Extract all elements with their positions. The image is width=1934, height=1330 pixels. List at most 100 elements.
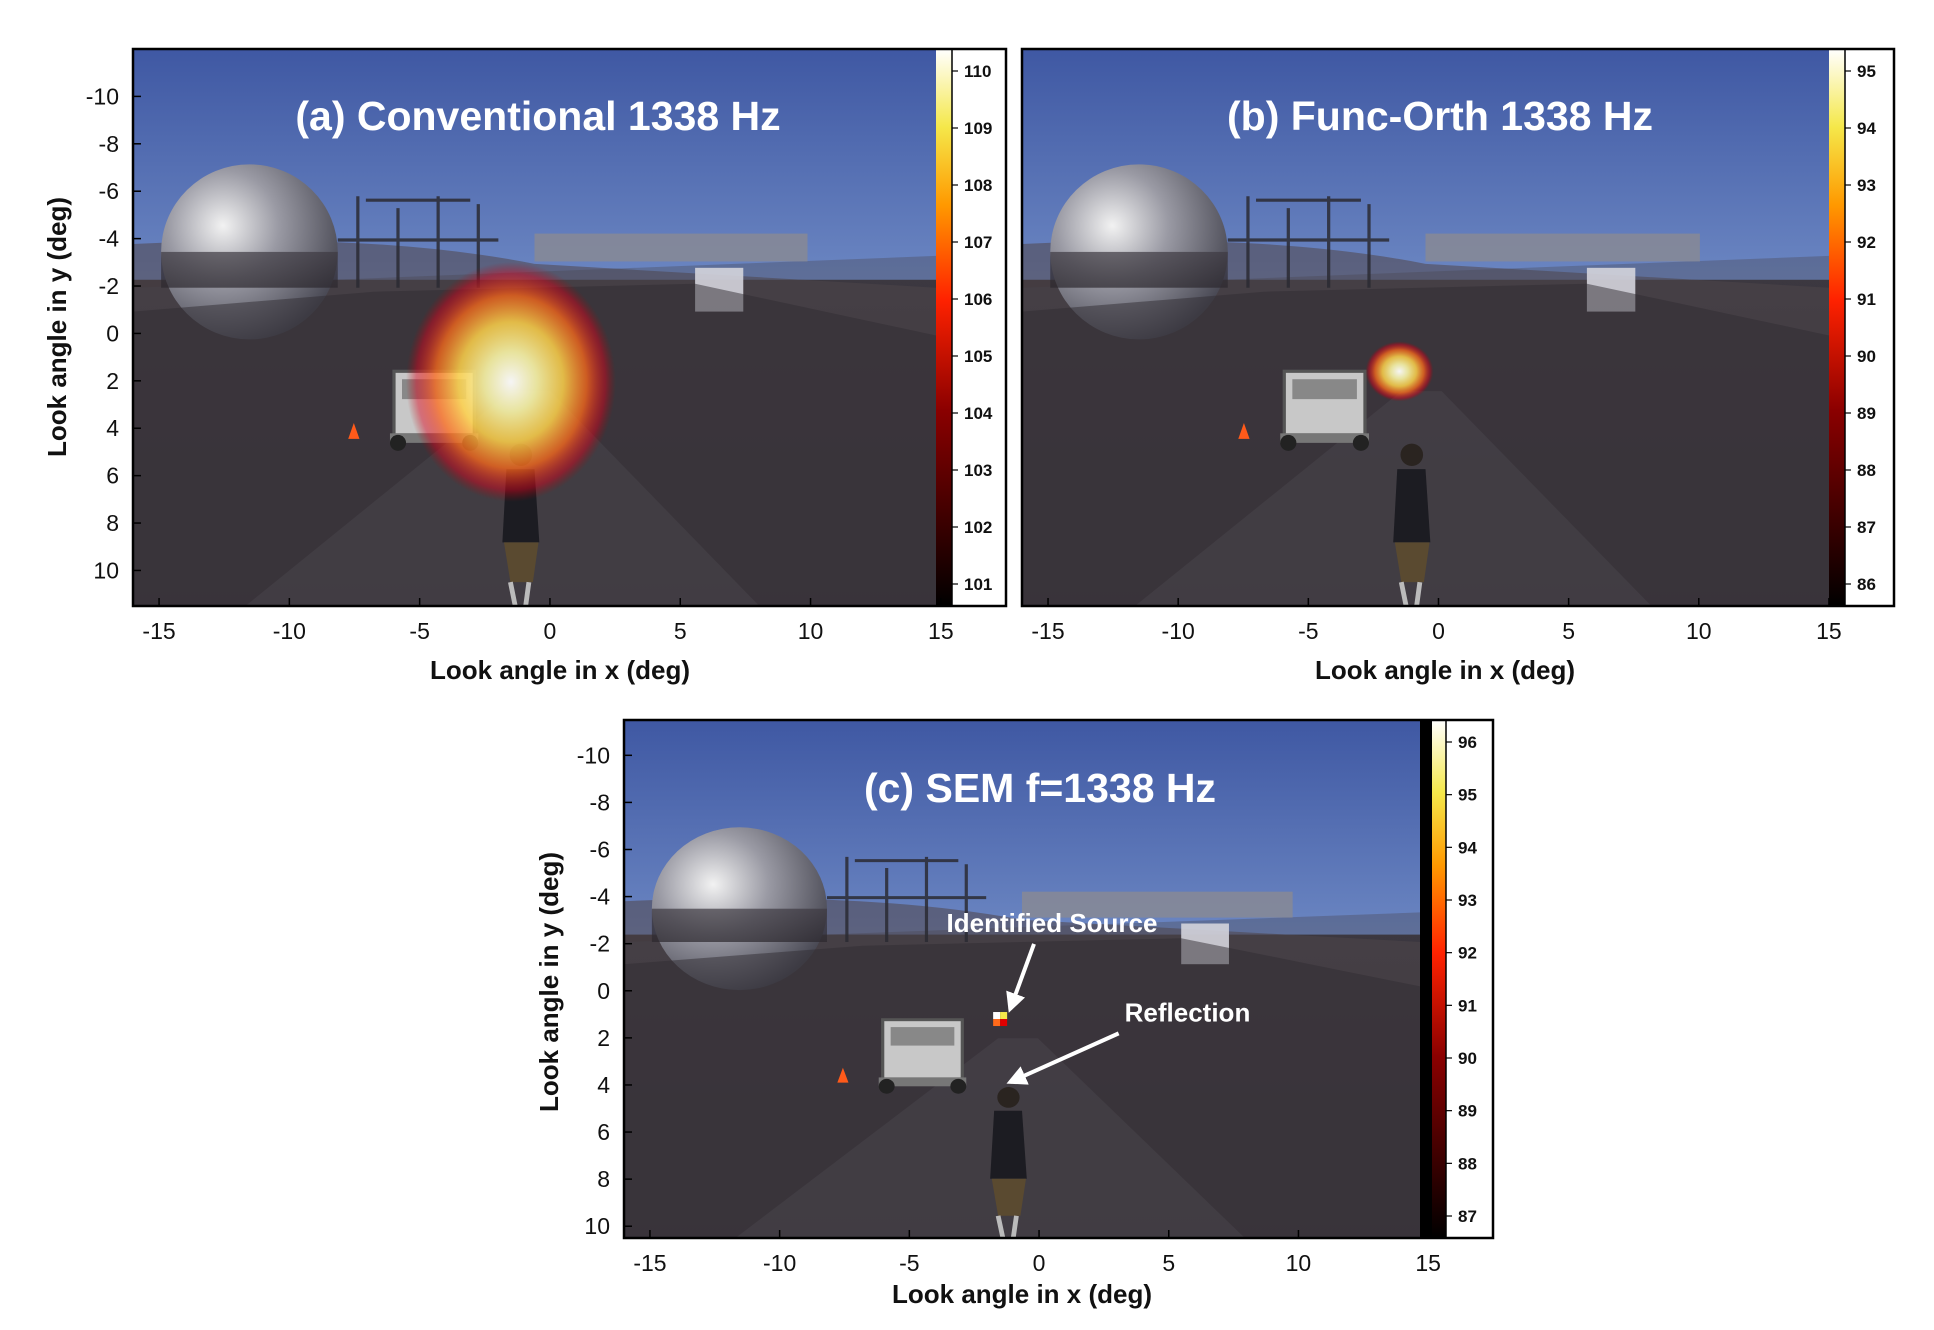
y-tick-label: -6 — [99, 178, 119, 204]
y-axis: -10 -8 -6 -4 -2 0 2 4 6 8 10 — [577, 742, 632, 1239]
colorbar-tick-label: 90 — [1857, 347, 1876, 366]
x-tick-label: 0 — [1033, 1250, 1046, 1276]
y-tick-label: 10 — [584, 1213, 610, 1239]
colorbar-tick-label: 105 — [964, 347, 992, 366]
colorbar-ticks: 101 102 103 104 105 106 107 108 109 110 — [952, 62, 993, 594]
colorbar-tick-label: 93 — [1857, 176, 1876, 195]
y-tick-label: 2 — [106, 368, 119, 394]
colorbar-tick-label: 109 — [964, 119, 992, 138]
annotations: Identified Source Reflection — [947, 908, 1251, 1085]
colorbar-tick-label: 107 — [964, 233, 992, 252]
x-tick-label: -15 — [1031, 618, 1064, 644]
colorbar-tick-label: 108 — [964, 176, 992, 195]
x-tick-label: 15 — [928, 618, 954, 644]
image-edge-strip — [1420, 720, 1432, 1238]
y-tick-label: 0 — [597, 978, 610, 1004]
y-tick-label: 10 — [93, 557, 119, 583]
colorbar-tick-label: 103 — [964, 461, 992, 480]
y-tick-label: -4 — [99, 226, 120, 252]
x-tick-label: -10 — [1162, 618, 1195, 644]
x-tick-label: -15 — [142, 618, 175, 644]
colorbar-ticks: 86 87 88 89 90 91 92 93 94 95 — [1845, 62, 1876, 594]
colorbar-tick-label: 86 — [1857, 575, 1876, 594]
y-tick-label: -2 — [590, 931, 610, 957]
y-axis-label: Look angle in y (deg) — [534, 852, 564, 1112]
annotation-label: Reflection — [1125, 997, 1251, 1027]
x-tick-label: 15 — [1816, 618, 1842, 644]
x-tick-label: 5 — [674, 618, 687, 644]
colorbar-tick-label: 87 — [1857, 518, 1876, 537]
panel-title: (a) Conventional 1338 Hz — [295, 93, 780, 139]
x-tick-label: 5 — [1162, 1250, 1175, 1276]
colorbar-tick-label: 106 — [964, 290, 992, 309]
x-tick-label: -5 — [899, 1250, 919, 1276]
x-tick-label: -5 — [409, 618, 429, 644]
y-tick-label: 6 — [597, 1119, 610, 1145]
x-tick-label: 15 — [1415, 1250, 1441, 1276]
y-tick-label: -6 — [590, 837, 610, 863]
x-axis: -15 -10 -5 0 5 10 15 — [1031, 598, 1842, 644]
y-tick-label: -4 — [590, 884, 611, 910]
colorbar-tick-label: 96 — [1458, 733, 1477, 752]
y-tick-label: 8 — [106, 510, 119, 536]
x-tick-label: -15 — [633, 1250, 666, 1276]
panel-c: (c) SEM f=1338 Hz -15 -10 -5 0 5 10 15 -10 -8 -6… — [534, 718, 1495, 1309]
x-tick-label: 10 — [798, 618, 824, 644]
colorbar-tick-label: 104 — [964, 404, 993, 423]
panel-b: (b) Func-Orth 1338 Hz -15 -10 -5 0 5 10 15 868… — [1020, 47, 1896, 685]
source-hotspot — [993, 1012, 1008, 1027]
x-axis-label: Look angle in x (deg) — [892, 1279, 1152, 1309]
colorbar-tick-label: 89 — [1458, 1102, 1477, 1121]
colorbar — [1432, 720, 1446, 1238]
y-tick-label: 8 — [597, 1166, 610, 1192]
colorbar-tick-label: 90 — [1458, 1049, 1477, 1068]
colorbar-tick-label: 92 — [1458, 944, 1477, 963]
x-tick-label: 10 — [1286, 1250, 1312, 1276]
panel-title: (c) SEM f=1338 Hz — [864, 765, 1216, 811]
annotation-arrow — [1006, 1031, 1120, 1085]
x-axis: -15 -10 -5 0 5 10 15 — [142, 598, 954, 644]
source-pixel — [993, 1019, 1001, 1027]
plot-frame — [622, 718, 1495, 1240]
y-tick-label: 6 — [106, 463, 119, 489]
x-tick-label: -10 — [763, 1250, 796, 1276]
x-axis-label: Look angle in x (deg) — [430, 655, 690, 685]
source-hotspot — [1365, 341, 1434, 402]
colorbar-tick-label: 102 — [964, 518, 992, 537]
y-tick-label: -10 — [86, 83, 119, 109]
y-tick-label: -8 — [590, 789, 610, 815]
colorbar-tick-label: 88 — [1857, 461, 1876, 480]
colorbar-tick-label: 92 — [1857, 233, 1876, 252]
x-axis: -15 -10 -5 0 5 10 15 — [633, 1230, 1441, 1276]
x-tick-label: 5 — [1562, 618, 1575, 644]
source-pixel — [993, 1012, 1001, 1020]
colorbar — [1829, 49, 1845, 606]
colorbar-tick-label: 95 — [1458, 786, 1477, 805]
y-tick-label: -2 — [99, 273, 119, 299]
y-tick-label: 2 — [597, 1025, 610, 1051]
colorbar-tick-label: 91 — [1857, 290, 1876, 309]
y-axis-label: Look angle in y (deg) — [42, 197, 72, 457]
source-hotspot — [405, 261, 616, 502]
plot-frame — [1020, 47, 1896, 608]
colorbar-tick-label: 88 — [1458, 1154, 1477, 1173]
x-tick-label: -10 — [273, 618, 306, 644]
colorbar-tick-label: 94 — [1857, 119, 1876, 138]
x-tick-label: -5 — [1298, 618, 1318, 644]
annotation-label: Identified Source — [947, 908, 1158, 938]
colorbar-tick-label: 94 — [1458, 838, 1477, 857]
x-axis-label: Look angle in x (deg) — [1315, 655, 1575, 685]
colorbar-tick-label: 87 — [1458, 1207, 1477, 1226]
y-tick-label: 4 — [597, 1072, 610, 1098]
x-tick-label: 10 — [1686, 618, 1712, 644]
colorbar-tick-label: 110 — [964, 62, 991, 81]
background-photo — [1022, 49, 1829, 606]
source-pixel — [1000, 1019, 1008, 1027]
colorbar — [936, 49, 952, 606]
y-tick-label: 4 — [106, 415, 119, 441]
panel-title: (b) Func-Orth 1338 Hz — [1227, 93, 1653, 139]
plot-frame — [131, 47, 1008, 608]
colorbar-ticks: 87 88 89 90 91 92 93 94 95 96 — [1446, 733, 1477, 1226]
y-tick-label: -10 — [577, 742, 610, 768]
